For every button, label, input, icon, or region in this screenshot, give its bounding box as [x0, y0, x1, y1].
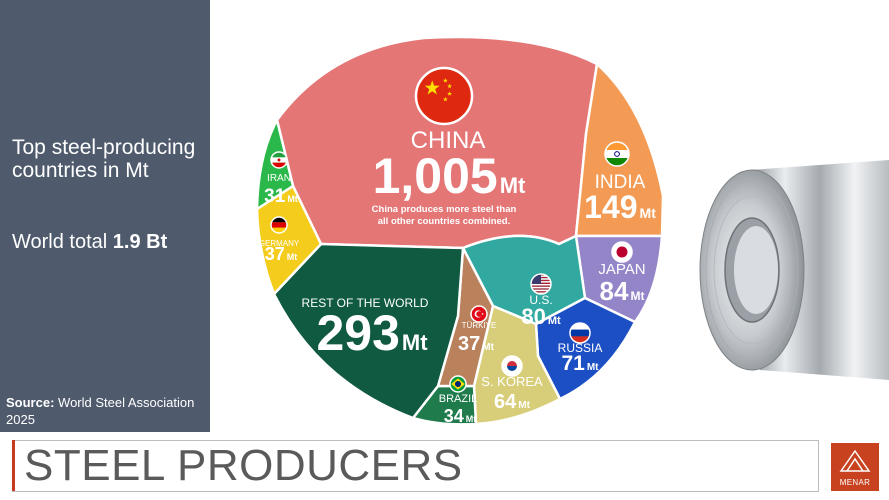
cell-value-india: 149 Mt — [584, 189, 656, 225]
cell-value-brazil: 34 Mt — [444, 406, 477, 426]
sidebar-panel: Top steel-producing countries in Mt Worl… — [0, 0, 210, 432]
cell-rest-of-the-world — [272, 242, 465, 420]
logo-text: MENAR — [839, 478, 871, 487]
cell-germany — [255, 184, 323, 296]
chart-cells — [255, 36, 665, 426]
flag-t-rkiye-icon — [470, 305, 488, 323]
flag-iran-icon — [270, 151, 288, 169]
sidebar-title: Top steel-producing countries in Mt — [12, 136, 196, 182]
cell-label-brazil: BRAZIL — [439, 393, 478, 405]
flag-india-icon — [604, 141, 630, 167]
logo-mark-icon — [839, 449, 871, 472]
flag-russia-icon — [569, 322, 591, 344]
cell-value-rest-of-the-world: 293Mt — [316, 305, 428, 361]
flag-s-korea-icon — [501, 355, 523, 377]
flag-germany-icon — [270, 216, 288, 234]
cell-label-india: INDIA — [595, 172, 646, 193]
cell-value-s-korea: 64 Mt — [494, 391, 531, 413]
cell-label-iran: IRAN — [267, 173, 291, 184]
cell-value-japan: 84 Mt — [600, 276, 645, 306]
china-annotation: China produces more steel than all other … — [372, 204, 517, 227]
flag-brazil-icon — [449, 375, 467, 393]
chart-flags — [270, 66, 633, 393]
cell-value-t-rkiye: 37 Mt — [458, 333, 495, 355]
world-total-value: 1.9 Bt — [112, 231, 168, 253]
flag-china-icon — [414, 66, 474, 126]
cell-value-russia: 71 Mt — [561, 352, 599, 375]
cell-label-s-korea: S. KOREA — [481, 374, 543, 389]
cell-label-japan: JAPAN — [598, 261, 645, 278]
title-accent — [12, 440, 15, 491]
title-bar — [12, 440, 819, 492]
cell-value-china: 1,005Mt — [373, 148, 526, 204]
cell-value-u-s: 80 Mt — [521, 304, 561, 329]
source-label: Source: — [6, 395, 55, 410]
source-text: World Steel Association 2025 — [6, 395, 195, 427]
world-total-label: World total — [12, 231, 108, 253]
steel-coil-image — [699, 160, 889, 380]
cell-value-iran: 31 Mt — [264, 186, 298, 207]
cell-label-t-rkiye: TÜRKIYE — [462, 321, 497, 330]
flag-u-s-icon — [530, 273, 552, 295]
cell-label-russia: RUSSIA — [558, 341, 603, 355]
cell-value-germany: 37 Mt — [265, 244, 298, 264]
source-note: Source: World Steel Association 2025 — [6, 394, 206, 428]
menar-logo: MENAR — [831, 443, 879, 491]
page-title: STEEL PRODUCERS — [24, 441, 463, 490]
flag-japan-icon — [611, 241, 633, 263]
cell-label-china: CHINA — [411, 127, 486, 154]
cell-label-rest-of-the-world: REST OF THE WORLD — [302, 296, 429, 310]
cell-label-germany: GERMANY — [259, 239, 300, 248]
world-total: World total 1.9 Bt — [12, 230, 167, 254]
cell-label-u-s: U.S. — [529, 293, 552, 307]
